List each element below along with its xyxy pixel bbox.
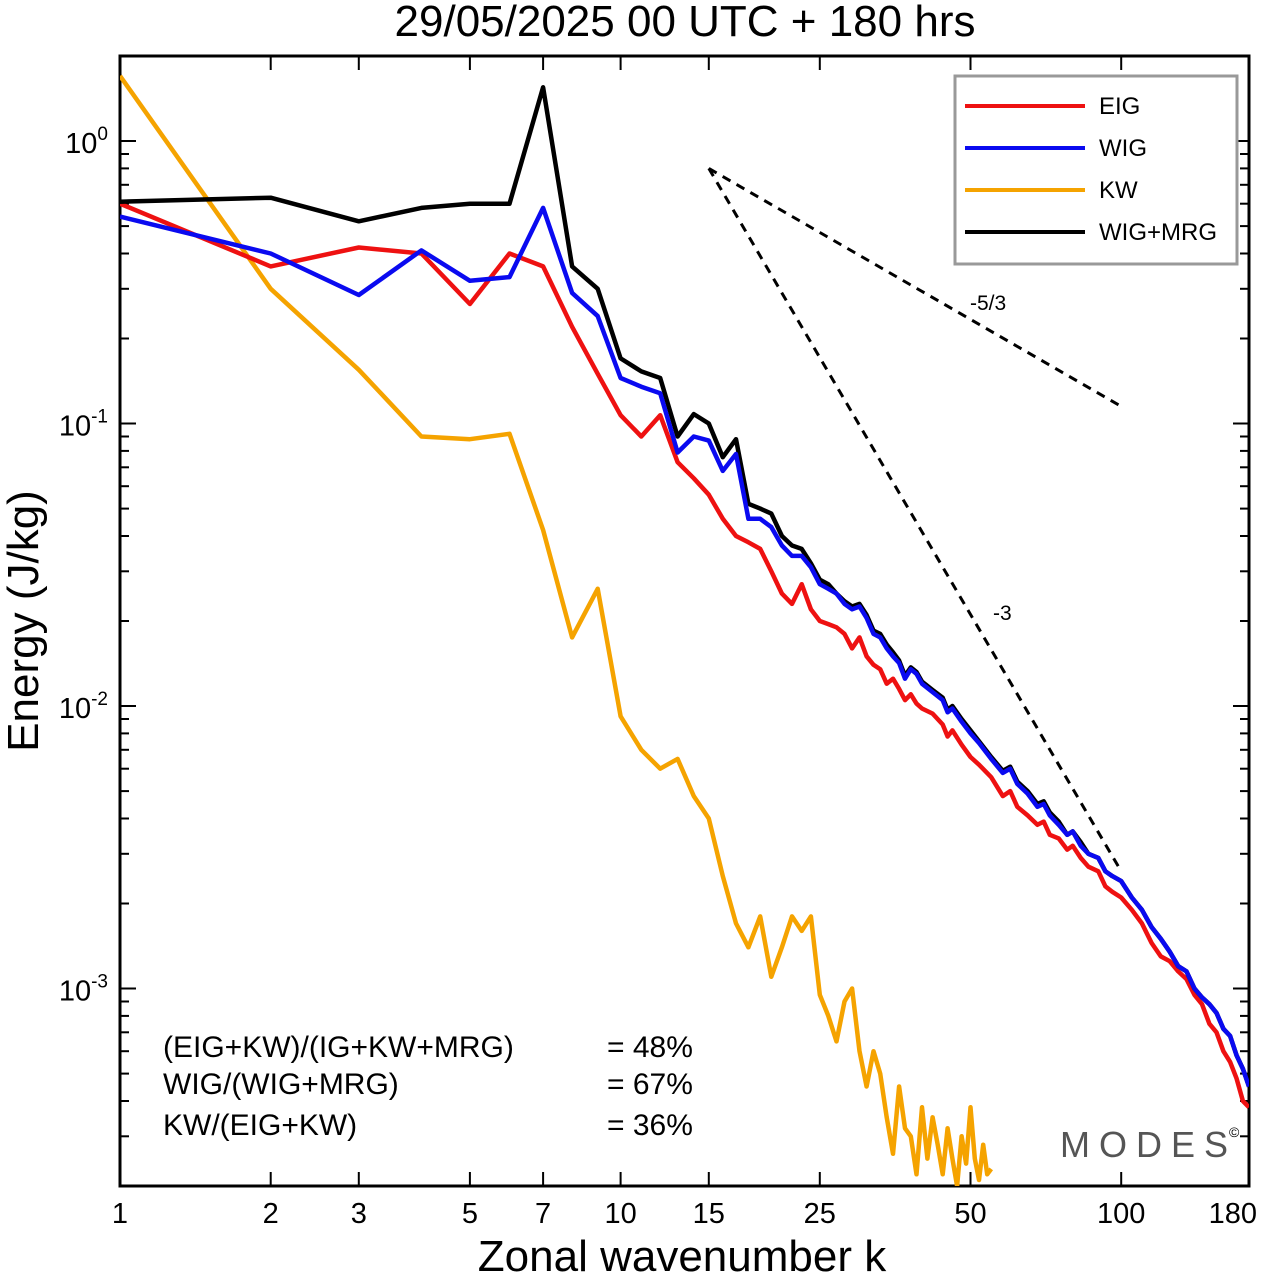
x-tick-labels: 1 2 3 5 7 10 15 25 50 100 180 xyxy=(112,1198,1257,1230)
y-tick-label: 10-3 xyxy=(59,972,108,1008)
slope-label-five-thirds: -5/3 xyxy=(970,292,1006,315)
copyright-mark: © xyxy=(1229,1124,1240,1140)
x-tick-label: 1 xyxy=(112,1198,128,1230)
slope-label-three: -3 xyxy=(993,602,1012,625)
ratio-label-eig-kw: (EIG+KW)/(IG+KW+MRG) xyxy=(163,1031,514,1064)
legend-label-kw: KW xyxy=(1099,177,1138,204)
x-tick-label: 180 xyxy=(1209,1198,1257,1230)
legend-label-wig: WIG xyxy=(1099,135,1147,162)
modes-watermark: MODES xyxy=(1060,1124,1237,1165)
y-tick-label: 10-1 xyxy=(59,407,108,443)
x-tick-label: 2 xyxy=(263,1198,279,1230)
y-tick-label: 100 xyxy=(65,124,108,160)
x-tick-label: 25 xyxy=(804,1198,836,1230)
ratio-value-wig: = 67% xyxy=(607,1068,693,1101)
series-line-kw xyxy=(120,74,994,1186)
legend: EIG WIG KW WIG+MRG xyxy=(953,74,1239,266)
ratio-value-eig-kw: = 48% xyxy=(607,1031,693,1064)
chart-title: 29/05/2025 00 UTC + 180 hrs xyxy=(395,0,976,46)
y-axis-label: Energy (J/kg) xyxy=(0,490,48,752)
ratio-label-wig: WIG/(WIG+MRG) xyxy=(163,1068,399,1101)
y-tick-label: 10-2 xyxy=(59,689,108,725)
y-tick-labels: 100 10-1 10-2 10-3 xyxy=(59,124,108,1008)
ratio-value-kw: = 36% xyxy=(607,1109,693,1142)
x-tick-label: 100 xyxy=(1097,1198,1145,1230)
legend-label-wig-mrg: WIG+MRG xyxy=(1099,219,1217,246)
ratio-label-kw: KW/(EIG+KW) xyxy=(163,1109,357,1142)
x-tick-label: 10 xyxy=(604,1198,636,1230)
x-tick-label: 3 xyxy=(351,1198,367,1230)
x-tick-label: 7 xyxy=(535,1198,551,1230)
axis-ticks xyxy=(119,55,1250,1187)
series-lines xyxy=(120,74,1249,1186)
x-tick-label: 15 xyxy=(693,1198,725,1230)
legend-label-eig: EIG xyxy=(1099,93,1140,120)
x-tick-label: 50 xyxy=(954,1198,986,1230)
x-tick-label: 5 xyxy=(462,1198,478,1230)
ratio-annotations: (EIG+KW)/(IG+KW+MRG) = 48% WIG/(WIG+MRG)… xyxy=(163,1031,693,1142)
series-line-eig xyxy=(120,201,1249,1109)
reference-slope-lines xyxy=(707,167,1123,873)
series-line-wig xyxy=(120,205,1249,1088)
slope-line-3 xyxy=(707,167,1123,873)
x-axis-label: Zonal wavenumber k xyxy=(478,1232,887,1281)
